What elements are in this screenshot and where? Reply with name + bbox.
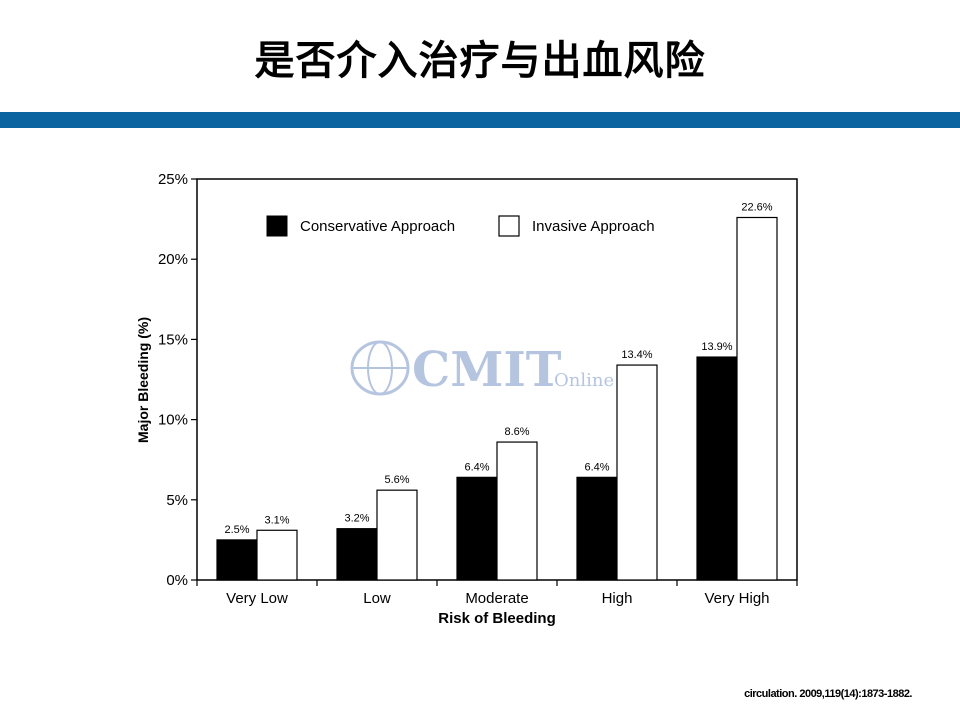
- title-divider: [0, 112, 960, 128]
- bar-invasive: [736, 216, 778, 581]
- bar-label-conservative: 6.4%: [464, 461, 489, 473]
- watermark-brand: CMIT: [412, 342, 562, 398]
- y-tick-label: 20%: [158, 251, 188, 268]
- slide-title: 是否介入治疗与出血风险: [254, 37, 706, 84]
- y-tick-label: 0%: [166, 572, 188, 589]
- y-tick-label: 5%: [166, 492, 188, 509]
- watermark-globe-icon: [350, 340, 410, 396]
- legend-label-invasive: Invasive Approach: [532, 218, 655, 235]
- bar-conservative: [696, 356, 738, 581]
- legend-label-conservative: Conservative Approach: [300, 218, 455, 235]
- bar-label-conservative: 3.2%: [344, 513, 369, 525]
- bars: [216, 216, 778, 581]
- y-tick-label: 15%: [158, 331, 188, 348]
- y-axis-title: Major Bleeding (%): [135, 317, 151, 443]
- bar-invasive: [376, 489, 418, 581]
- bar-conservative: [456, 476, 498, 581]
- bar-label-invasive: 13.4%: [621, 349, 652, 361]
- bar-label-invasive: 3.1%: [264, 514, 289, 526]
- bar-value-labels: 2.5% 3.2% 6.4% 6.4% 13.9% 3.1% 5.6% 8.6% 13.4% 22…: [224, 201, 772, 535]
- x-tick-label: Very Low: [226, 590, 288, 607]
- bar-conservative: [576, 476, 618, 581]
- bar-conservative: [216, 539, 258, 581]
- x-tick-label: Very High: [704, 590, 769, 607]
- watermark-tag: Online: [554, 370, 614, 391]
- bar-label-conservative: 13.9%: [701, 341, 732, 353]
- legend: Conservative Approach Invasive Approach: [266, 215, 655, 237]
- bar-invasive: [496, 441, 538, 581]
- x-tick-label: Low: [363, 590, 391, 607]
- bar-label-invasive: 8.6%: [504, 426, 529, 438]
- citation: circulation. 2009,119(14):1873-1882.: [744, 688, 912, 700]
- bar-label-conservative: 2.5%: [224, 524, 249, 536]
- legend-swatch-invasive: [498, 215, 520, 237]
- bar-conservative: [336, 528, 378, 581]
- bar-invasive: [256, 529, 298, 581]
- legend-swatch-conservative: [266, 215, 288, 237]
- x-axis: Very Low Low Moderate High Very High: [196, 580, 798, 607]
- bar-label-invasive: 22.6%: [741, 201, 772, 213]
- x-tick-label: High: [602, 590, 633, 607]
- x-axis-title: Risk of Bleeding: [438, 610, 556, 627]
- bar-label-conservative: 6.4%: [584, 461, 609, 473]
- bar-invasive: [616, 364, 658, 581]
- watermark-globe-meridian: [367, 341, 393, 395]
- watermark: CMIT Online: [350, 340, 614, 398]
- y-tick-label: 25%: [158, 171, 188, 188]
- x-tick-label: Moderate: [465, 590, 528, 607]
- bar-label-invasive: 5.6%: [384, 474, 409, 486]
- y-axis: 0% 5% 10% 15% 20% 25%: [158, 171, 197, 589]
- y-tick-label: 10%: [158, 412, 188, 429]
